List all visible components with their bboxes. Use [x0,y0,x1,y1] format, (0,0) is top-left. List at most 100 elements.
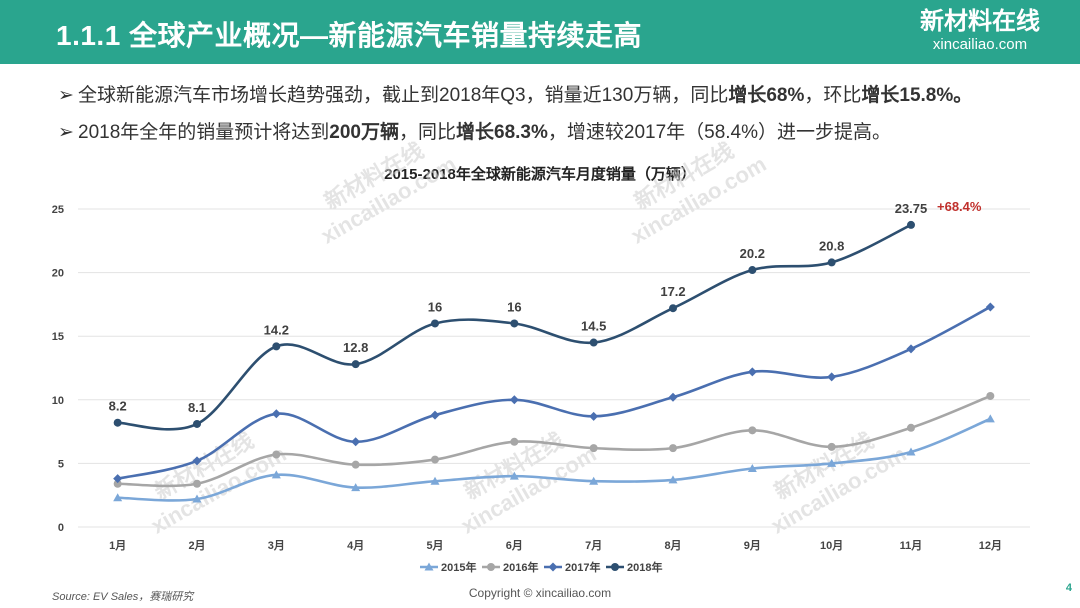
data-point [510,319,519,328]
brand-name-cn: 新材料在线 [920,8,1040,35]
data-point [668,392,678,402]
x-tick-label: 4月 [347,539,364,552]
bullet-2: ➢ 2018年全年的销量预计将达到200万辆，同比增长68.3%，增速较2017年… [58,122,892,143]
data-point [509,471,519,480]
x-tick-label: 7月 [585,539,602,552]
y-tick-label: 10 [52,395,64,407]
data-point [193,479,201,488]
data-point [509,395,519,405]
brand-logo: 新材料在线 xincailiao.com [920,8,1040,54]
x-tick-label: 3月 [268,539,285,552]
chart-title: 2015-2018年全球新能源汽车月度销量（万辆） [384,166,696,183]
legend-marker [611,563,619,571]
legend-label: 2015年 [441,560,476,574]
data-point [589,338,598,347]
data-point [589,411,599,421]
bullet-arrow-icon: ➢ [58,122,74,143]
data-point [431,455,439,464]
data-label: 16 [428,299,442,314]
data-point [906,344,916,354]
data-label: 23.75 [895,201,928,216]
data-point [589,476,599,485]
legend-marker [548,562,558,572]
data-point [827,258,836,267]
x-tick-label: 9月 [744,539,761,552]
y-tick-label: 25 [52,204,64,216]
data-point [351,483,361,492]
brand-name-en: xincailiao.com [932,36,1028,53]
data-point [351,437,361,447]
bullet-1: ➢ 全球新能源汽车市场增长趋势强劲，截止到2018年Q3，销量近130万辆，同比增… [58,85,973,106]
data-label: 20.2 [740,246,765,261]
data-point [113,479,122,488]
data-point [113,493,123,502]
data-point [747,367,757,377]
data-point [906,447,916,456]
data-label: 17.2 [660,284,685,299]
data-label: 14.5 [581,319,606,334]
source-note: Source: EV Sales，赛瑞研究 [52,591,194,603]
data-point [271,409,281,419]
data-point [589,444,598,453]
data-point [351,460,360,469]
data-point [747,463,757,472]
data-label: 12.8 [343,340,368,355]
x-tick-label: 1月 [109,539,126,552]
data-point [271,470,281,479]
legend-label: 2017年 [565,560,600,574]
legend-marker [424,562,434,571]
data-point [827,458,837,467]
data-point [669,444,677,453]
x-tick-label: 12月 [979,539,1002,552]
data-point [907,423,915,432]
data-point [827,442,836,451]
data-point [113,474,123,484]
data-label: 8.2 [109,399,127,414]
data-point [907,220,915,229]
x-tick-label: 6月 [506,539,523,552]
legend-label: 2018年 [627,560,662,574]
data-point [430,410,440,420]
y-tick-label: 0 [58,522,64,534]
x-tick-label: 10月 [820,539,843,552]
data-point [986,391,995,400]
y-tick-label: 20 [52,268,64,280]
data-label: 14.2 [264,322,289,337]
slide-header: 1.1.1 全球产业概况—新能源汽车销量持续走高 新材料在线 xincailia… [0,0,1080,64]
x-tick-label: 5月 [426,539,443,552]
x-tick-label: 8月 [664,539,681,552]
bullet-arrow-icon: ➢ [58,85,74,106]
data-point [668,475,678,484]
data-point [827,372,837,382]
data-point [351,360,360,369]
series-line-2016年 [117,394,991,488]
data-point [272,450,281,459]
slide-title: 1.1.1 全球产业概况—新能源汽车销量持续走高 [56,20,643,51]
x-tick-label: 2月 [188,539,205,552]
series-line-2015年 [117,417,991,502]
x-tick-label: 11月 [900,539,923,552]
y-tick-label: 5 [58,458,64,470]
data-point [985,414,995,423]
legend-marker [487,563,495,571]
data-point [748,426,757,435]
growth-annotation: +68.4% [937,199,982,214]
data-label: 8.1 [188,400,206,415]
data-point [272,342,281,351]
data-point [192,456,202,466]
data-point [192,494,202,503]
data-label: 16 [507,299,521,314]
copyright-note: Copyright © xincailiao.com [468,586,612,600]
legend-label: 2016年 [503,560,538,574]
data-point [193,419,201,428]
data-label: 20.8 [819,238,844,253]
data-point [430,476,440,485]
data-point [985,302,995,312]
data-point [669,304,677,313]
data-point [748,266,757,275]
data-point [510,437,519,446]
